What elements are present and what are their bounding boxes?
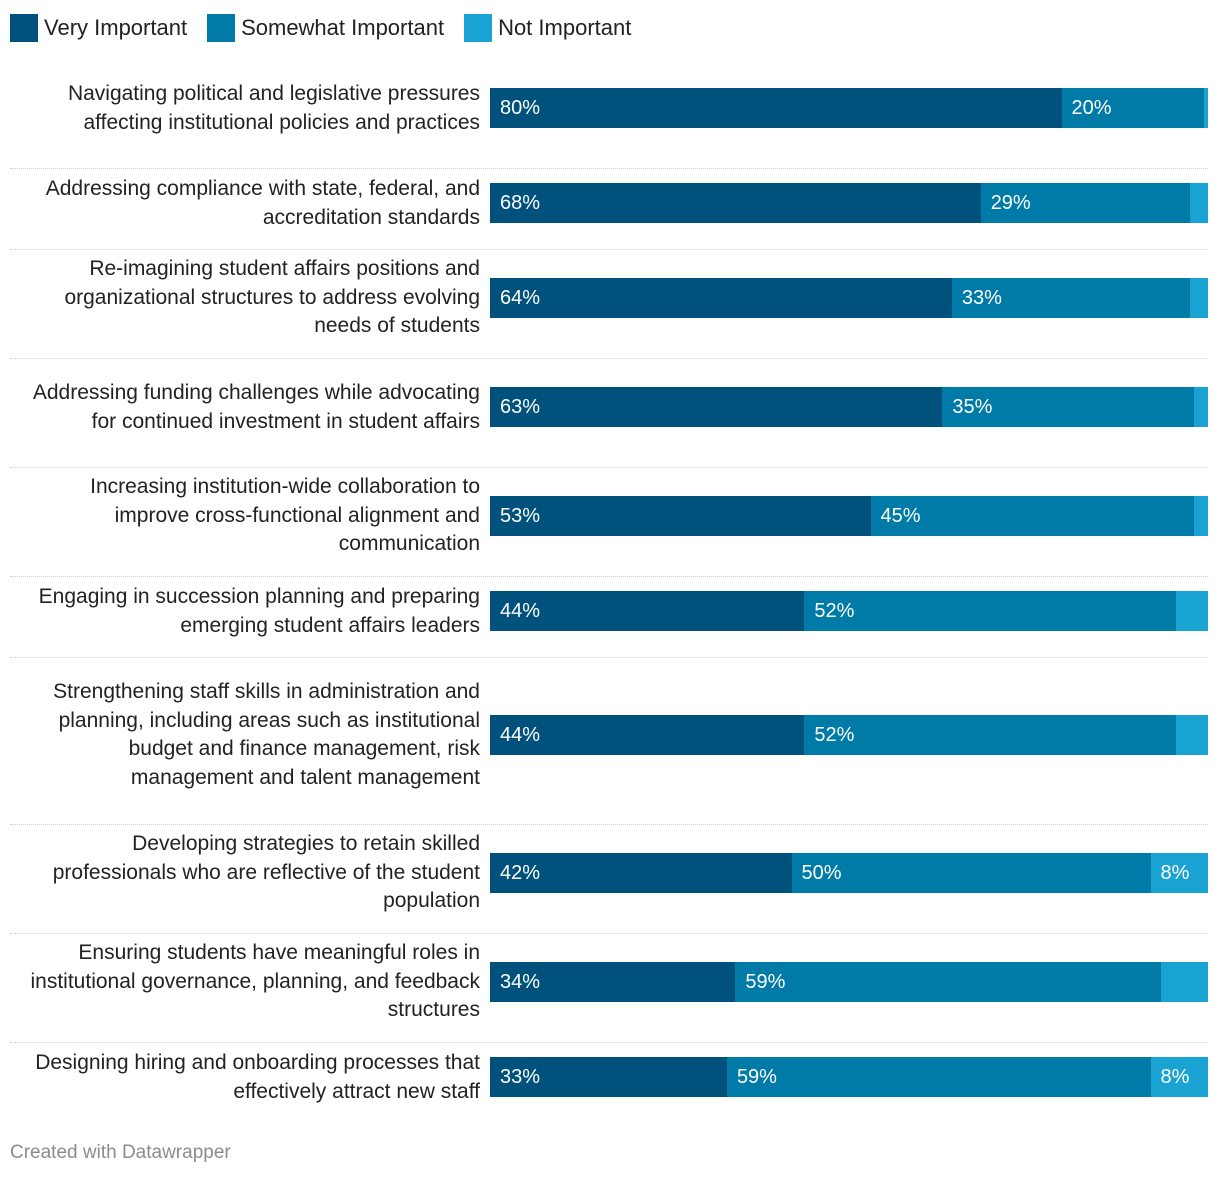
data-label: 34% xyxy=(500,971,541,993)
legend-swatch xyxy=(207,14,236,42)
category-label: Re-imagining student affairs positions a… xyxy=(64,257,480,337)
bar-segment-somewhat-important: 35% xyxy=(942,387,1194,427)
stacked-bar: 63% 35% xyxy=(490,387,1208,427)
category-label: Engaging in succession planning and prep… xyxy=(38,585,480,637)
credit-footer: Created with Datawrapper xyxy=(10,1142,231,1163)
bar-row: Ensuring students have meaningful roles … xyxy=(10,934,1208,1043)
data-label: 20% xyxy=(1071,97,1112,119)
legend-swatch xyxy=(464,14,493,42)
bar-segment-very-important: 80% xyxy=(490,88,1062,128)
bar-row: Re-imagining student affairs positions a… xyxy=(10,250,1208,359)
stacked-bar: 44% 52% xyxy=(490,715,1208,755)
bar-segment-somewhat-important: 33% xyxy=(951,278,1190,318)
chart-legend: Very Important Somewhat Important Not Impo… xyxy=(10,14,651,42)
category-label: Addressing funding challenges while advo… xyxy=(32,381,480,433)
bar-row: Navigating political and legislative pre… xyxy=(10,60,1208,169)
stacked-bar: 68% 29% xyxy=(490,183,1208,223)
bar-segment-not-important: 8% xyxy=(1150,853,1208,893)
data-label: 8% xyxy=(1160,1066,1190,1088)
bar-row: Addressing funding challenges while advo… xyxy=(10,359,1208,468)
data-label: 35% xyxy=(952,396,993,418)
bar-row: Engaging in succession planning and prep… xyxy=(10,577,1208,658)
bar-segment-not-important xyxy=(1204,88,1208,128)
bar-segment-very-important: 42% xyxy=(490,853,792,893)
bar-row: Addressing compliance with state, federa… xyxy=(10,169,1208,250)
stacked-bar: 42% 50% 8% xyxy=(490,853,1208,893)
category-label: Ensuring students have meaningful roles … xyxy=(30,941,481,1021)
stacked-bar: 44% 52% xyxy=(490,591,1208,631)
stacked-bar: 80% 20% xyxy=(490,88,1208,128)
legend-item: Somewhat Important xyxy=(207,14,444,42)
data-label: 44% xyxy=(500,724,541,746)
bar-segment-very-important: 64% xyxy=(490,278,952,318)
category-label: Strengthening staff skills in administra… xyxy=(53,680,480,789)
data-label: 44% xyxy=(500,600,541,622)
bar-segment-not-important xyxy=(1161,962,1208,1002)
data-label: 68% xyxy=(500,192,541,214)
bar-row: Increasing institution-wide collaboratio… xyxy=(10,468,1208,577)
legend-label: Somewhat Important xyxy=(241,15,445,40)
bar-segment-not-important xyxy=(1175,591,1208,631)
data-label: 33% xyxy=(500,1066,541,1088)
stacked-bar: 64% 33% xyxy=(490,278,1208,318)
bar-segment-very-important: 68% xyxy=(490,183,981,223)
legend-item: Very Important xyxy=(10,14,187,42)
bar-segment-very-important: 44% xyxy=(490,715,805,755)
data-label: 59% xyxy=(745,971,786,993)
data-label: 59% xyxy=(736,1066,777,1088)
category-label: Increasing institution-wide collaboratio… xyxy=(90,475,480,555)
bar-segment-somewhat-important: 50% xyxy=(791,853,1151,893)
bar-segment-not-important xyxy=(1193,387,1208,427)
bar-segment-not-important xyxy=(1175,715,1208,755)
chart-body: Navigating political and legislative pre… xyxy=(10,60,1208,1123)
bar-segment-somewhat-important: 52% xyxy=(804,715,1176,755)
category-label: Navigating political and legislative pre… xyxy=(67,82,480,134)
stacked-bar: 53% 45% xyxy=(490,496,1208,536)
category-label: Developing strategies to retain skilled … xyxy=(52,832,480,912)
legend-item: Not Important xyxy=(464,14,631,42)
bar-segment-somewhat-important: 20% xyxy=(1061,88,1205,128)
bar-segment-very-important: 53% xyxy=(490,496,871,536)
bar-segment-not-important xyxy=(1189,278,1208,318)
stacked-bar: 33% 59% 8% xyxy=(490,1057,1208,1097)
data-label: 63% xyxy=(500,396,541,418)
bar-segment-very-important: 63% xyxy=(490,387,943,427)
bar-segment-very-important: 34% xyxy=(490,962,736,1002)
data-label: 64% xyxy=(500,287,541,309)
data-label: 53% xyxy=(500,505,541,527)
data-label: 45% xyxy=(880,505,921,527)
category-label: Addressing compliance with state, federa… xyxy=(45,177,480,229)
data-label: 80% xyxy=(500,97,541,119)
legend-swatch xyxy=(10,14,38,42)
data-label: 8% xyxy=(1160,862,1190,884)
stacked-bar: 34% 59% xyxy=(490,962,1208,1002)
legend-label: Very Important xyxy=(44,15,188,40)
bar-segment-not-important xyxy=(1189,183,1208,223)
data-label: 33% xyxy=(961,287,1002,309)
legend-label: Not Important xyxy=(498,15,632,40)
bar-segment-somewhat-important: 59% xyxy=(735,962,1162,1002)
bar-segment-not-important: 8% xyxy=(1150,1057,1208,1097)
bar-segment-somewhat-important: 45% xyxy=(870,496,1194,536)
bar-segment-somewhat-important: 52% xyxy=(804,591,1176,631)
data-label: 50% xyxy=(801,862,842,884)
data-label: 29% xyxy=(990,192,1031,214)
data-label: 52% xyxy=(814,600,855,622)
bar-segment-somewhat-important: 29% xyxy=(980,183,1190,223)
bar-row: Designing hiring and onboarding processe… xyxy=(10,1043,1208,1123)
category-label: Designing hiring and onboarding processe… xyxy=(35,1051,480,1103)
bar-segment-very-important: 33% xyxy=(490,1057,727,1097)
bar-segment-somewhat-important: 59% xyxy=(726,1057,1151,1097)
bar-row: Developing strategies to retain skilled … xyxy=(10,825,1208,934)
bar-segment-not-important xyxy=(1193,496,1208,536)
data-label: 42% xyxy=(500,862,541,884)
bar-segment-very-important: 44% xyxy=(490,591,805,631)
bar-row: Strengthening staff skills in administra… xyxy=(10,658,1208,825)
data-label: 52% xyxy=(814,724,855,746)
